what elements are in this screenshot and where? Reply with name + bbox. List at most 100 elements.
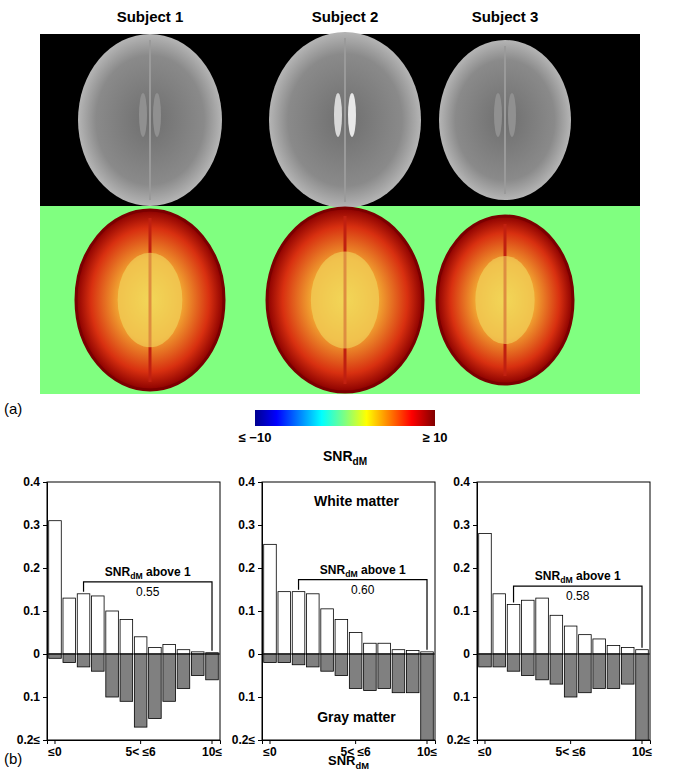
bar — [134, 637, 147, 654]
series-label: Gray matter — [317, 709, 396, 725]
y-tick-mark — [43, 482, 47, 483]
bar — [264, 544, 277, 654]
y-tick-label: 0.3 — [453, 518, 470, 532]
bar — [292, 592, 305, 654]
y-tick: 0.4 — [453, 475, 477, 489]
histogram: 00.10.20.30.40.10.2≤≤05< ≤610≤SNRdM abov… — [447, 475, 653, 758]
x-tick-mark — [269, 740, 270, 744]
y-tick-mark — [258, 525, 262, 526]
brain-midline — [149, 40, 151, 200]
y-tick: 0.4 — [23, 475, 47, 489]
bar — [77, 594, 90, 654]
zero-line — [477, 654, 650, 655]
bar — [564, 626, 577, 654]
x-axis-line — [48, 741, 221, 745]
bar — [49, 654, 62, 658]
bar — [607, 645, 620, 654]
y-tick-mark — [473, 611, 477, 612]
x-tick-label: 10≤ — [417, 745, 437, 759]
plot-frame — [477, 482, 650, 740]
y2-tick: 0.1 — [238, 690, 262, 704]
bar — [278, 654, 291, 663]
bar — [335, 654, 348, 676]
zero-line — [47, 654, 220, 655]
y-tick-mark — [473, 525, 477, 526]
brain-ventricle — [153, 93, 161, 137]
bar — [593, 639, 606, 654]
bar — [392, 654, 405, 693]
bracket — [84, 582, 212, 651]
y-tick: 0.1 — [238, 604, 262, 618]
y-tick: 0.1 — [23, 604, 47, 618]
annotation-label-part: above 1 — [143, 565, 191, 579]
panel-label: (a) — [4, 400, 22, 417]
bar — [550, 615, 563, 654]
y2-axis: 0.10.2≤ — [232, 655, 263, 748]
bar — [149, 654, 162, 719]
y2-tick-mark — [473, 740, 477, 741]
y2-tick-mark — [258, 697, 262, 698]
snr-map-white-matter — [475, 256, 534, 344]
x-tick: ≤0 — [263, 740, 277, 759]
bar — [579, 635, 592, 654]
bar — [621, 654, 634, 684]
bar — [77, 654, 90, 667]
bar — [378, 643, 391, 654]
bar — [321, 654, 334, 671]
y-tick: 0.2 — [23, 561, 47, 575]
annotation-label-part: SNR — [105, 565, 131, 579]
y-tick-label: 0.2 — [238, 561, 255, 575]
y2-axis: 0.1 0.2≤ — [447, 655, 478, 748]
y2-tick-label: 0.1 — [23, 690, 40, 704]
x-tick: 10≤ — [632, 740, 652, 759]
x-tick-label: ≤0 — [478, 745, 492, 759]
annotation-value: 0.55 — [136, 585, 160, 599]
y2-axis-line — [43, 655, 48, 741]
map-panel-background — [40, 206, 640, 394]
y-tick: 0.4 — [238, 475, 262, 489]
bar — [335, 620, 348, 654]
y-tick-label: 0.4 — [23, 475, 40, 489]
colorbar — [255, 410, 435, 426]
y2-tick: 0.1 — [453, 690, 477, 704]
brain-image — [439, 40, 571, 200]
bar — [307, 594, 320, 654]
bar — [292, 654, 305, 665]
annotation-label-part: dM — [345, 569, 357, 579]
x-tick-mark — [427, 740, 428, 744]
y2-tick-label: 0.2≤ — [447, 733, 471, 747]
bar — [177, 650, 190, 654]
y-axis-line — [43, 483, 48, 655]
bracket — [514, 586, 642, 648]
x-tick-mark — [212, 740, 213, 744]
y-tick-label: 0.4 — [453, 475, 470, 489]
y-tick-label: 0.1 — [238, 604, 255, 618]
y-axis: 00.10.20.30.4 — [23, 475, 47, 661]
subject-title: Subject 3 — [472, 8, 539, 25]
x-tick-label: 10≤ — [202, 745, 222, 759]
y2-tick-label: 0.1 — [453, 690, 470, 704]
bar — [406, 654, 419, 693]
plot-frame — [47, 482, 220, 740]
colorbar-title-part: SNR — [323, 448, 353, 464]
y-tick-mark — [258, 611, 262, 612]
x-tick-mark — [484, 740, 485, 744]
y-axis-line — [473, 483, 478, 655]
subject-title: Subject 1 — [117, 8, 184, 25]
y2-axis-line — [258, 655, 263, 741]
bar — [149, 648, 162, 654]
brain-midline — [344, 38, 346, 202]
histogram: 00.10.20.30.40.10.2≤≤05< ≤610≤SNRdM abov… — [17, 475, 223, 758]
bar — [479, 654, 492, 667]
bar — [550, 654, 563, 684]
brain-ventricle — [334, 93, 342, 137]
x-tick-mark — [54, 740, 55, 744]
x-tick-label: 5< ≤6 — [555, 745, 586, 759]
y2-tick-label: 0.2≤ — [17, 733, 41, 747]
y-tick-label: 0 — [33, 647, 40, 661]
x-axis-line — [263, 741, 436, 745]
bar — [349, 654, 362, 688]
subject-title: Subject 2 — [312, 8, 379, 25]
snr-map — [267, 208, 423, 392]
bar — [378, 654, 391, 688]
